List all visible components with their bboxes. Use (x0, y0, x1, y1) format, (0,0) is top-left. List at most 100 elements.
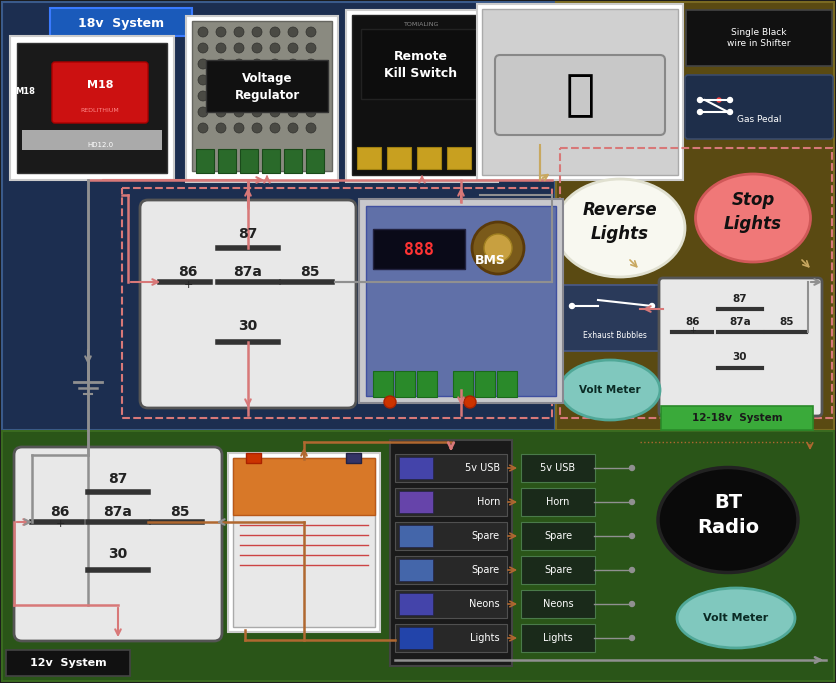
Text: 86: 86 (178, 265, 197, 279)
Text: 18v  System: 18v System (78, 16, 164, 29)
FancyBboxPatch shape (306, 149, 324, 173)
Circle shape (630, 602, 635, 607)
FancyBboxPatch shape (521, 488, 595, 516)
Circle shape (234, 75, 244, 85)
Circle shape (216, 123, 226, 133)
Text: Spare: Spare (472, 531, 500, 541)
Text: 85: 85 (171, 505, 190, 519)
Circle shape (198, 107, 208, 117)
Circle shape (697, 98, 702, 102)
Text: 87a: 87a (729, 317, 751, 327)
Text: TOMIALING: TOMIALING (405, 21, 440, 27)
Circle shape (306, 91, 316, 101)
Text: 87: 87 (109, 472, 128, 486)
FancyBboxPatch shape (373, 229, 465, 269)
FancyBboxPatch shape (50, 8, 192, 36)
Circle shape (270, 75, 280, 85)
FancyBboxPatch shape (477, 4, 683, 180)
FancyBboxPatch shape (475, 371, 495, 397)
Text: BMS: BMS (475, 253, 506, 266)
FancyBboxPatch shape (395, 371, 415, 397)
FancyBboxPatch shape (495, 55, 665, 135)
Text: 87a: 87a (233, 265, 263, 279)
FancyBboxPatch shape (233, 458, 375, 515)
Circle shape (288, 43, 298, 53)
Text: +: + (183, 280, 192, 290)
FancyBboxPatch shape (10, 36, 174, 180)
Circle shape (234, 107, 244, 117)
Text: 🚗: 🚗 (565, 71, 594, 119)
Circle shape (234, 123, 244, 133)
Circle shape (198, 43, 208, 53)
Text: Volt Meter: Volt Meter (703, 613, 768, 623)
FancyBboxPatch shape (395, 556, 507, 584)
Text: Stop
Lights: Stop Lights (724, 191, 782, 233)
FancyBboxPatch shape (2, 2, 555, 430)
Text: M18: M18 (87, 80, 113, 90)
Text: Single Black
wire in Shifter: Single Black wire in Shifter (727, 27, 791, 48)
FancyBboxPatch shape (395, 624, 507, 652)
Text: Horn: Horn (546, 497, 569, 507)
Circle shape (252, 43, 262, 53)
Circle shape (216, 27, 226, 37)
FancyBboxPatch shape (399, 559, 433, 581)
Circle shape (252, 59, 262, 69)
Text: Spare: Spare (472, 565, 500, 575)
Ellipse shape (677, 588, 795, 648)
Circle shape (384, 396, 396, 408)
FancyBboxPatch shape (2, 431, 834, 681)
Text: Neons: Neons (469, 599, 500, 609)
Text: BT
Radio: BT Radio (697, 493, 759, 537)
FancyBboxPatch shape (352, 15, 492, 175)
Circle shape (630, 635, 635, 641)
Circle shape (216, 75, 226, 85)
Circle shape (270, 27, 280, 37)
Ellipse shape (658, 467, 798, 572)
Text: Exhaust Bubbles: Exhaust Bubbles (583, 331, 647, 339)
Ellipse shape (560, 360, 660, 420)
Text: 5v USB: 5v USB (465, 463, 500, 473)
FancyBboxPatch shape (373, 371, 393, 397)
FancyBboxPatch shape (186, 16, 338, 182)
FancyBboxPatch shape (228, 453, 380, 632)
Ellipse shape (555, 179, 685, 277)
Text: M18: M18 (15, 87, 35, 96)
FancyBboxPatch shape (659, 278, 822, 416)
FancyBboxPatch shape (521, 522, 595, 550)
Circle shape (630, 533, 635, 538)
Circle shape (198, 123, 208, 133)
Circle shape (630, 466, 635, 471)
Text: 87: 87 (238, 227, 257, 241)
Circle shape (270, 123, 280, 133)
Text: Remote
Kill Switch: Remote Kill Switch (385, 50, 457, 80)
Text: 86: 86 (686, 317, 701, 327)
FancyBboxPatch shape (17, 43, 167, 173)
FancyBboxPatch shape (482, 9, 678, 175)
Circle shape (216, 91, 226, 101)
FancyBboxPatch shape (521, 590, 595, 618)
FancyBboxPatch shape (262, 149, 280, 173)
Circle shape (216, 59, 226, 69)
FancyBboxPatch shape (395, 522, 507, 550)
Circle shape (252, 75, 262, 85)
Circle shape (270, 91, 280, 101)
Circle shape (697, 109, 702, 115)
FancyBboxPatch shape (521, 454, 595, 482)
FancyBboxPatch shape (417, 147, 441, 169)
FancyBboxPatch shape (560, 285, 668, 351)
Circle shape (650, 303, 655, 309)
Text: 85: 85 (780, 317, 794, 327)
Text: +: + (55, 519, 64, 529)
Circle shape (288, 59, 298, 69)
FancyBboxPatch shape (233, 458, 375, 627)
Circle shape (288, 123, 298, 133)
Circle shape (630, 568, 635, 572)
FancyBboxPatch shape (346, 10, 498, 182)
Circle shape (288, 27, 298, 37)
FancyBboxPatch shape (206, 60, 328, 112)
FancyBboxPatch shape (196, 149, 214, 173)
FancyBboxPatch shape (6, 650, 130, 676)
Circle shape (216, 107, 226, 117)
FancyBboxPatch shape (399, 593, 433, 615)
Circle shape (216, 43, 226, 53)
